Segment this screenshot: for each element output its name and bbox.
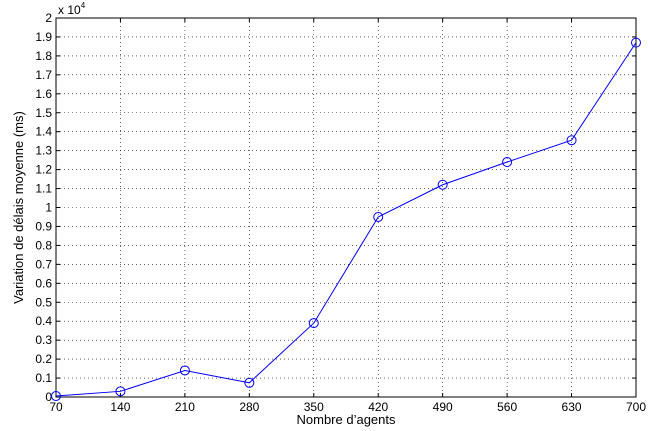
y-tick-label: 2 bbox=[45, 11, 52, 25]
axis-ticks bbox=[55, 17, 637, 398]
x-tick-label: 560 bbox=[497, 400, 517, 414]
x-tick-label: 700 bbox=[626, 400, 646, 414]
y-tick-labels: 0 0.1 0.2 0.3 0.4 0.5 0.6 0.7 0.8 0.9 1 1.1 1.2 1.3 1.… bbox=[35, 11, 52, 404]
y-tick-label: 0.7 bbox=[35, 257, 52, 271]
y-tick-label: 0.4 bbox=[35, 314, 52, 328]
data-point bbox=[51, 391, 61, 402]
y-exponent-base: x 10 bbox=[58, 3, 81, 17]
y-tick-label: 1.9 bbox=[35, 30, 52, 44]
data-point bbox=[244, 377, 255, 388]
grid-lines bbox=[56, 18, 636, 397]
x-tick-label: 70 bbox=[49, 400, 63, 414]
y-tick-label: 1.4 bbox=[35, 125, 52, 139]
y-tick-label: 0.9 bbox=[35, 219, 52, 233]
y-tick-label: 0.3 bbox=[35, 333, 52, 347]
y-axis-exponent-label: x 104 bbox=[58, 1, 86, 17]
series-layer bbox=[51, 37, 641, 402]
y-axis-label: Variation de délais moyenne (ms) bbox=[11, 111, 26, 304]
y-tick-label: 0 bbox=[45, 390, 52, 404]
x-tick-label: 350 bbox=[304, 400, 324, 414]
x-tick-label: 210 bbox=[175, 400, 195, 414]
x-tick-label: 280 bbox=[239, 400, 259, 414]
x-tick-label: 630 bbox=[562, 400, 582, 414]
data-point bbox=[437, 179, 448, 190]
y-tick-label: 0.2 bbox=[35, 352, 52, 366]
y-tick-label: 1.6 bbox=[35, 87, 52, 101]
data-point bbox=[631, 37, 641, 48]
y-tick-label: 1.5 bbox=[35, 106, 52, 120]
x-tick-label: 420 bbox=[368, 400, 388, 414]
x-axis-label: Nombre d’agents bbox=[297, 412, 396, 427]
y-tick-label: 1.3 bbox=[35, 144, 52, 158]
y-tick-label: 1.2 bbox=[35, 163, 52, 177]
y-tick-label: 1.8 bbox=[35, 49, 52, 63]
y-exponent-power: 4 bbox=[81, 1, 86, 10]
y-tick-label: 0.8 bbox=[35, 238, 52, 252]
y-tick-label: 1 bbox=[45, 201, 52, 215]
data-point bbox=[179, 365, 190, 376]
data-point bbox=[566, 135, 577, 146]
x-tick-label: 140 bbox=[110, 400, 130, 414]
y-tick-label: 0.1 bbox=[35, 371, 52, 385]
data-point bbox=[308, 318, 319, 329]
data-point bbox=[373, 211, 384, 222]
data-point bbox=[115, 386, 126, 397]
y-tick-label: 1.7 bbox=[35, 68, 52, 82]
y-tick-label: 0.6 bbox=[35, 276, 52, 290]
x-tick-label: 490 bbox=[433, 400, 453, 414]
data-point bbox=[502, 157, 513, 168]
series-line bbox=[55, 42, 637, 397]
y-tick-label: 0.5 bbox=[35, 295, 52, 309]
y-tick-label: 1.1 bbox=[35, 182, 52, 196]
x-tick-labels: 70 140 210 280 350 420 490 560 630 700 bbox=[49, 400, 646, 414]
